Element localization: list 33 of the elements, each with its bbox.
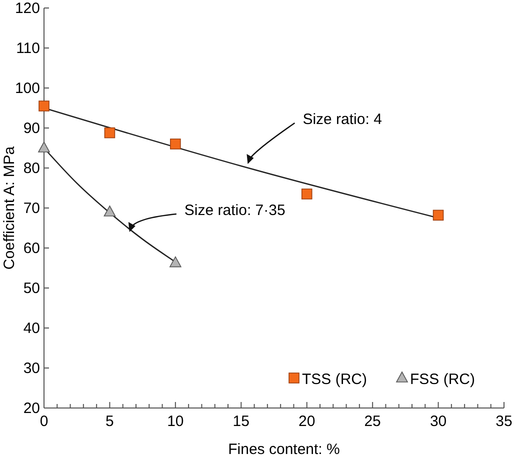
y-tick-label: 90 [23,120,40,137]
legend-label: TSS (RC) [302,371,367,388]
point [170,138,181,150]
y-tick-label: 120 [14,0,40,17]
y-tick-label: 70 [23,200,40,217]
x-tick-label: 5 [106,413,114,430]
point [104,127,116,138]
y-tick-label: 110 [16,40,40,57]
x-tick-label: 0 [40,413,48,430]
x-tick-label: 30 [430,413,447,430]
y-tick-label: 20 [23,400,40,417]
point [38,142,50,152]
x-axis-title: Fines content: % [228,441,340,458]
x-tick-label: 10 [167,413,184,430]
x-tick-label: 35 [496,413,512,430]
legend-label: FSS (RC) [410,371,475,388]
annotation: Size ratio: 7·35 [184,202,286,219]
y-tick-label: 80 [23,160,40,177]
point [170,256,182,268]
y-tick-label: 40 [23,320,40,337]
point [432,210,444,221]
y-tick-label: 30 [23,360,40,377]
x-tick-label: 15 [232,413,250,430]
point [104,206,116,216]
y-tick-label: 50 [23,280,40,297]
point [301,188,312,200]
y-axis-title: Coefficient A: MPa [1,146,18,270]
y-tick-label: 100 [14,80,40,97]
point [38,100,50,112]
x-tick-label: 20 [298,413,316,430]
x-tick-label: 25 [364,413,381,430]
annotation: Size ratio: 4 [302,111,382,128]
y-tick-label: 60 [23,240,40,257]
